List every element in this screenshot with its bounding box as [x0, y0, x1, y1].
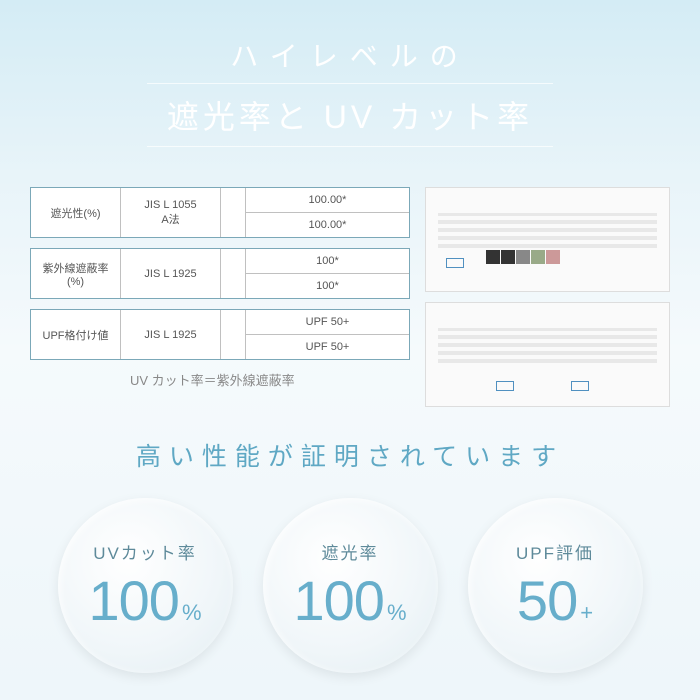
badge-unit: + — [580, 600, 593, 626]
tables-column: 遮光性(%) JIS L 1055 A法 100.00* 100.00* 紫外線… — [30, 187, 410, 407]
badge-number: 100 — [294, 568, 384, 633]
badge-uv-cut: UVカット率 100 % — [58, 498, 233, 673]
header-title: 遮光率と UV カット率 — [147, 83, 553, 147]
table-footnote: UV カット率＝紫外線遮蔽率 — [30, 370, 410, 389]
table-upf: UPF格付け値 JIS L 1925 UPF 50+ UPF 50+ — [30, 309, 410, 360]
table-shading: 遮光性(%) JIS L 1055 A法 100.00* 100.00* — [30, 187, 410, 238]
table-label: 紫外線遮蔽率 (%) — [31, 249, 121, 298]
header-subtitle: ハイレベルの — [0, 35, 700, 75]
badge-label: 遮光率 — [322, 539, 379, 564]
table-value: 100.00* — [246, 213, 409, 237]
certificate-thumbnail-1 — [425, 187, 670, 292]
table-label: 遮光性(%) — [31, 188, 121, 237]
table-method: JIS L 1925 — [121, 310, 221, 359]
header: ハイレベルの 遮光率と UV カット率 — [0, 0, 700, 167]
badge-unit: % — [387, 600, 407, 626]
badge-label: UVカット率 — [93, 539, 197, 564]
badge-number: 50 — [517, 568, 577, 633]
table-value: 100.00* — [246, 188, 409, 213]
table-value: 100* — [246, 249, 409, 274]
badges-row: UVカット率 100 % 遮光率 100 % UPF評価 50 + — [0, 498, 700, 673]
table-method: JIS L 1055 A法 — [121, 188, 221, 237]
table-method: JIS L 1925 — [121, 249, 221, 298]
badge-upf: UPF評価 50 + — [468, 498, 643, 673]
proof-statement: 高い性能が証明されています — [0, 437, 700, 473]
table-uv-shield: 紫外線遮蔽率 (%) JIS L 1925 100* 100* — [30, 248, 410, 299]
content-row: 遮光性(%) JIS L 1055 A法 100.00* 100.00* 紫外線… — [0, 167, 700, 407]
documents-column — [425, 187, 670, 407]
badge-shading: 遮光率 100 % — [263, 498, 438, 673]
table-value: UPF 50+ — [246, 310, 409, 335]
badge-label: UPF評価 — [516, 539, 594, 564]
certificate-thumbnail-2 — [425, 302, 670, 407]
badge-unit: % — [182, 600, 202, 626]
table-value: 100* — [246, 274, 409, 298]
table-value: UPF 50+ — [246, 335, 409, 359]
table-label: UPF格付け値 — [31, 310, 121, 359]
badge-number: 100 — [89, 568, 179, 633]
